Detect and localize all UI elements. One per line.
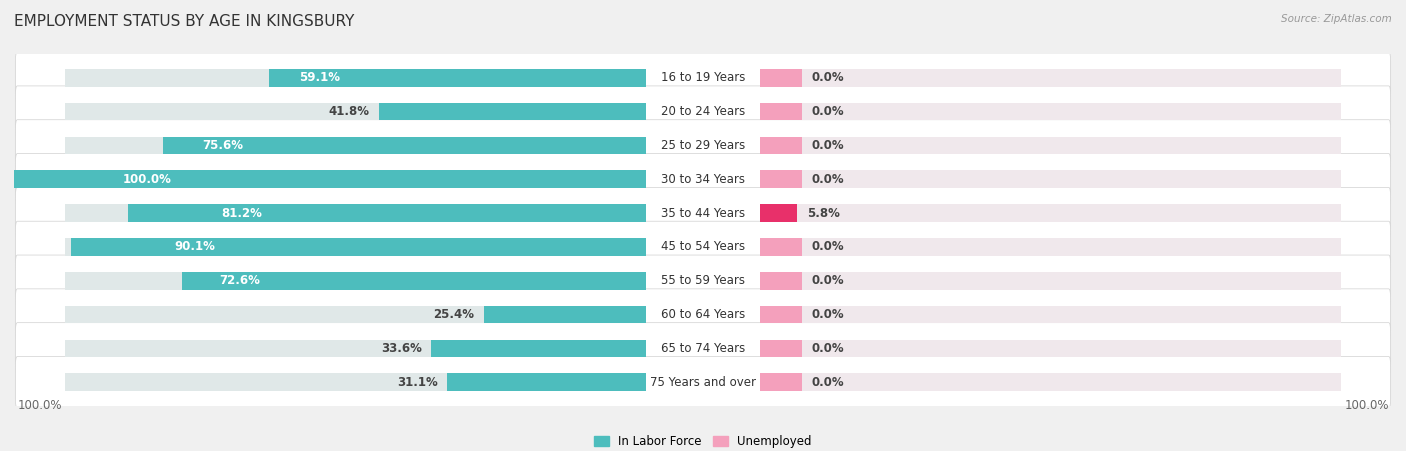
- FancyBboxPatch shape: [761, 306, 1341, 323]
- Text: 72.6%: 72.6%: [219, 274, 260, 287]
- FancyBboxPatch shape: [15, 255, 1391, 307]
- FancyBboxPatch shape: [65, 69, 645, 87]
- FancyBboxPatch shape: [65, 272, 645, 290]
- Text: 45 to 54 Years: 45 to 54 Years: [661, 240, 745, 253]
- FancyBboxPatch shape: [761, 373, 1341, 391]
- FancyBboxPatch shape: [15, 289, 1391, 340]
- FancyBboxPatch shape: [65, 238, 645, 256]
- FancyBboxPatch shape: [15, 323, 1391, 374]
- FancyBboxPatch shape: [15, 221, 1391, 272]
- Text: 0.0%: 0.0%: [811, 173, 844, 186]
- FancyBboxPatch shape: [761, 137, 801, 154]
- Text: 75 Years and over: 75 Years and over: [650, 376, 756, 389]
- FancyBboxPatch shape: [70, 238, 645, 256]
- FancyBboxPatch shape: [15, 120, 1391, 171]
- FancyBboxPatch shape: [761, 103, 1341, 120]
- Text: 25.4%: 25.4%: [433, 308, 474, 321]
- FancyBboxPatch shape: [7, 170, 645, 188]
- Text: 0.0%: 0.0%: [811, 139, 844, 152]
- Text: 75.6%: 75.6%: [202, 139, 243, 152]
- FancyBboxPatch shape: [761, 272, 1341, 290]
- Text: 0.0%: 0.0%: [811, 105, 844, 118]
- FancyBboxPatch shape: [761, 103, 801, 120]
- Legend: In Labor Force, Unemployed: In Labor Force, Unemployed: [589, 430, 817, 451]
- Text: 16 to 19 Years: 16 to 19 Years: [661, 71, 745, 84]
- Text: 0.0%: 0.0%: [811, 376, 844, 389]
- FancyBboxPatch shape: [761, 170, 801, 188]
- Text: 35 to 44 Years: 35 to 44 Years: [661, 207, 745, 220]
- FancyBboxPatch shape: [432, 340, 645, 357]
- FancyBboxPatch shape: [65, 137, 645, 154]
- FancyBboxPatch shape: [761, 170, 1341, 188]
- FancyBboxPatch shape: [761, 373, 801, 391]
- FancyBboxPatch shape: [163, 137, 645, 154]
- FancyBboxPatch shape: [761, 69, 1341, 87]
- FancyBboxPatch shape: [269, 69, 645, 87]
- Text: 0.0%: 0.0%: [811, 308, 844, 321]
- FancyBboxPatch shape: [761, 204, 1341, 222]
- Text: 59.1%: 59.1%: [298, 71, 340, 84]
- Text: Source: ZipAtlas.com: Source: ZipAtlas.com: [1281, 14, 1392, 23]
- Text: 65 to 74 Years: 65 to 74 Years: [661, 342, 745, 355]
- FancyBboxPatch shape: [761, 238, 801, 256]
- FancyBboxPatch shape: [65, 204, 645, 222]
- Text: 100.0%: 100.0%: [17, 400, 62, 412]
- FancyBboxPatch shape: [15, 52, 1391, 104]
- FancyBboxPatch shape: [484, 306, 645, 323]
- Text: 55 to 59 Years: 55 to 59 Years: [661, 274, 745, 287]
- FancyBboxPatch shape: [761, 272, 801, 290]
- Text: EMPLOYMENT STATUS BY AGE IN KINGSBURY: EMPLOYMENT STATUS BY AGE IN KINGSBURY: [14, 14, 354, 28]
- Text: 100.0%: 100.0%: [1344, 400, 1389, 412]
- Text: 31.1%: 31.1%: [396, 376, 437, 389]
- FancyBboxPatch shape: [761, 137, 1341, 154]
- FancyBboxPatch shape: [761, 204, 797, 222]
- FancyBboxPatch shape: [65, 103, 645, 120]
- Text: 30 to 34 Years: 30 to 34 Years: [661, 173, 745, 186]
- Text: 25 to 29 Years: 25 to 29 Years: [661, 139, 745, 152]
- Text: 0.0%: 0.0%: [811, 71, 844, 84]
- Text: 5.8%: 5.8%: [807, 207, 839, 220]
- Text: 81.2%: 81.2%: [221, 207, 262, 220]
- FancyBboxPatch shape: [761, 340, 801, 357]
- FancyBboxPatch shape: [761, 340, 1341, 357]
- Text: 41.8%: 41.8%: [329, 105, 370, 118]
- Text: 0.0%: 0.0%: [811, 274, 844, 287]
- FancyBboxPatch shape: [761, 306, 801, 323]
- FancyBboxPatch shape: [15, 86, 1391, 137]
- FancyBboxPatch shape: [15, 356, 1391, 408]
- FancyBboxPatch shape: [65, 170, 645, 188]
- FancyBboxPatch shape: [65, 373, 645, 391]
- Text: 60 to 64 Years: 60 to 64 Years: [661, 308, 745, 321]
- FancyBboxPatch shape: [183, 272, 645, 290]
- Text: 0.0%: 0.0%: [811, 342, 844, 355]
- Text: 100.0%: 100.0%: [122, 173, 172, 186]
- FancyBboxPatch shape: [15, 188, 1391, 239]
- FancyBboxPatch shape: [15, 153, 1391, 205]
- FancyBboxPatch shape: [447, 373, 645, 391]
- Text: 20 to 24 Years: 20 to 24 Years: [661, 105, 745, 118]
- Text: 90.1%: 90.1%: [174, 240, 215, 253]
- FancyBboxPatch shape: [380, 103, 645, 120]
- FancyBboxPatch shape: [128, 204, 645, 222]
- FancyBboxPatch shape: [65, 340, 645, 357]
- FancyBboxPatch shape: [761, 238, 1341, 256]
- FancyBboxPatch shape: [761, 69, 801, 87]
- Text: 0.0%: 0.0%: [811, 240, 844, 253]
- FancyBboxPatch shape: [65, 306, 645, 323]
- Text: 33.6%: 33.6%: [381, 342, 422, 355]
